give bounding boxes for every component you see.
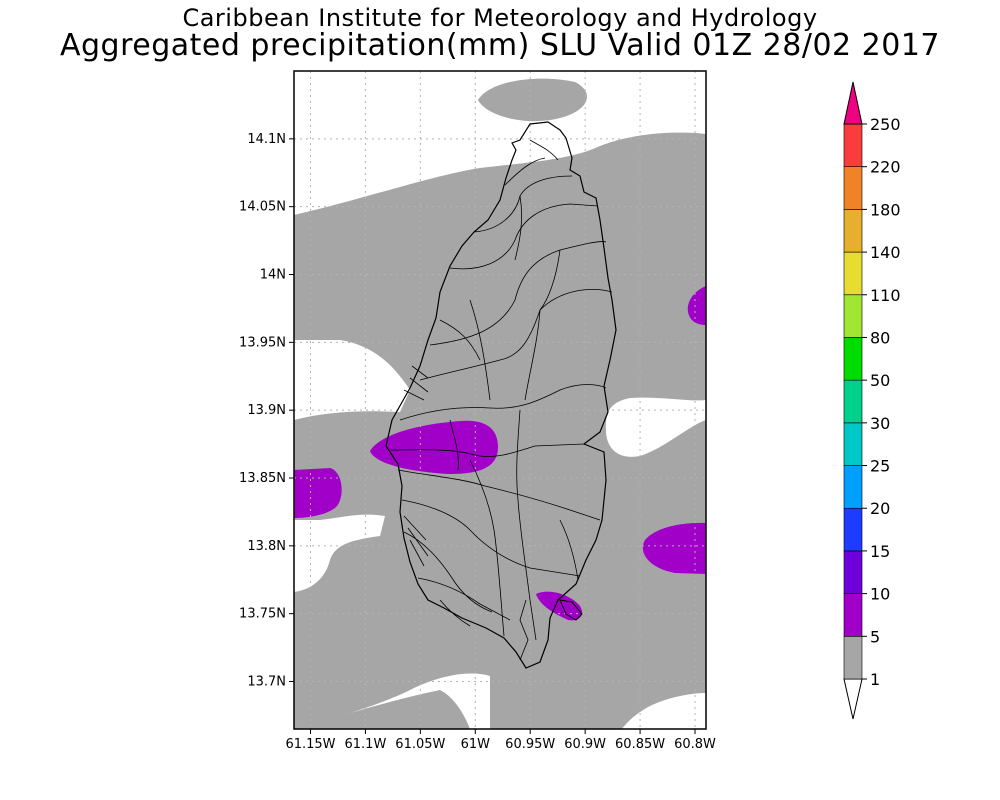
lon-tick-label: 61.15W [285, 737, 335, 752]
colorbar-label: 5 [870, 627, 880, 646]
lat-tick-label: 13.75N [239, 607, 286, 622]
colorbar-segment [843, 123, 863, 167]
latitude-axis: 14.1N 14.05N 14N 13.95N 13.9N 13.85N 13.8N 13.7… [239, 132, 294, 690]
chart-subtitle: Aggregated precipitation(mm) SLU Valid 0… [59, 28, 941, 63]
island-outline [385, 121, 617, 669]
colorbar-segment [843, 422, 863, 466]
colorbar-label: 220 [870, 158, 901, 177]
colorbar-segment [843, 636, 863, 680]
colorbar-segment [843, 166, 863, 210]
colorbar-label: 250 [870, 115, 901, 134]
lat-tick-label: 13.95N [239, 335, 286, 350]
colorbar-segment [843, 251, 863, 296]
colorbar-segment [843, 550, 863, 594]
colorbar-label: 10 [870, 585, 890, 604]
colorbar-label: 180 [870, 200, 901, 219]
colorbar-label: 140 [870, 243, 901, 262]
lat-tick-label: 13.85N [239, 471, 286, 486]
plot-frame [293, 70, 707, 730]
colorbar-upper-triangle [843, 81, 863, 125]
chart-title: Caribbean Institute for Meteorology and … [182, 4, 818, 32]
colorbar-label: 110 [870, 286, 901, 305]
colorbar-segment [843, 337, 863, 381]
lon-tick-label: 60.9W [564, 737, 606, 752]
colorbar-segment [843, 507, 863, 552]
colorbar-segment [843, 593, 863, 637]
lon-tick-label: 60.85W [615, 737, 665, 752]
colorbar-segment [843, 294, 863, 338]
colorbar-label: 25 [870, 457, 890, 476]
lat-tick-label: 14.05N [239, 200, 286, 215]
lat-tick-label: 14.1N [247, 132, 286, 147]
colorbar-segment [843, 465, 863, 509]
lat-tick-label: 13.9N [247, 403, 286, 418]
colorbar-label: 20 [870, 499, 890, 518]
lon-tick-label: 60.95W [505, 737, 555, 752]
colorbar-label: 1 [870, 670, 880, 689]
colorbar-label: 30 [870, 414, 890, 433]
lat-tick-label: 13.7N [247, 675, 286, 690]
graticule [294, 71, 706, 729]
colorbar-label: 50 [870, 371, 890, 390]
longitude-axis: 61.15W 61.1W 61.05W 61W 60.95W 60.9W 60.85W 60.… [285, 729, 716, 752]
colorbar-label: 80 [870, 328, 890, 347]
precip-band-1-5mm [294, 71, 706, 729]
lon-tick-label: 61.05W [395, 737, 445, 752]
colorbar-segment [843, 379, 863, 424]
colorbar-segment [843, 209, 863, 253]
lon-tick-label: 61W [461, 737, 491, 752]
lon-tick-label: 61.1W [345, 737, 387, 752]
precip-band-5-10mm [294, 286, 706, 621]
lat-tick-label: 14N [260, 268, 286, 283]
lon-tick-label: 60.8W [674, 737, 716, 752]
lat-tick-label: 13.8N [247, 539, 286, 554]
colorbar-lower-triangle [843, 678, 863, 720]
colorbar-label: 15 [870, 542, 890, 561]
